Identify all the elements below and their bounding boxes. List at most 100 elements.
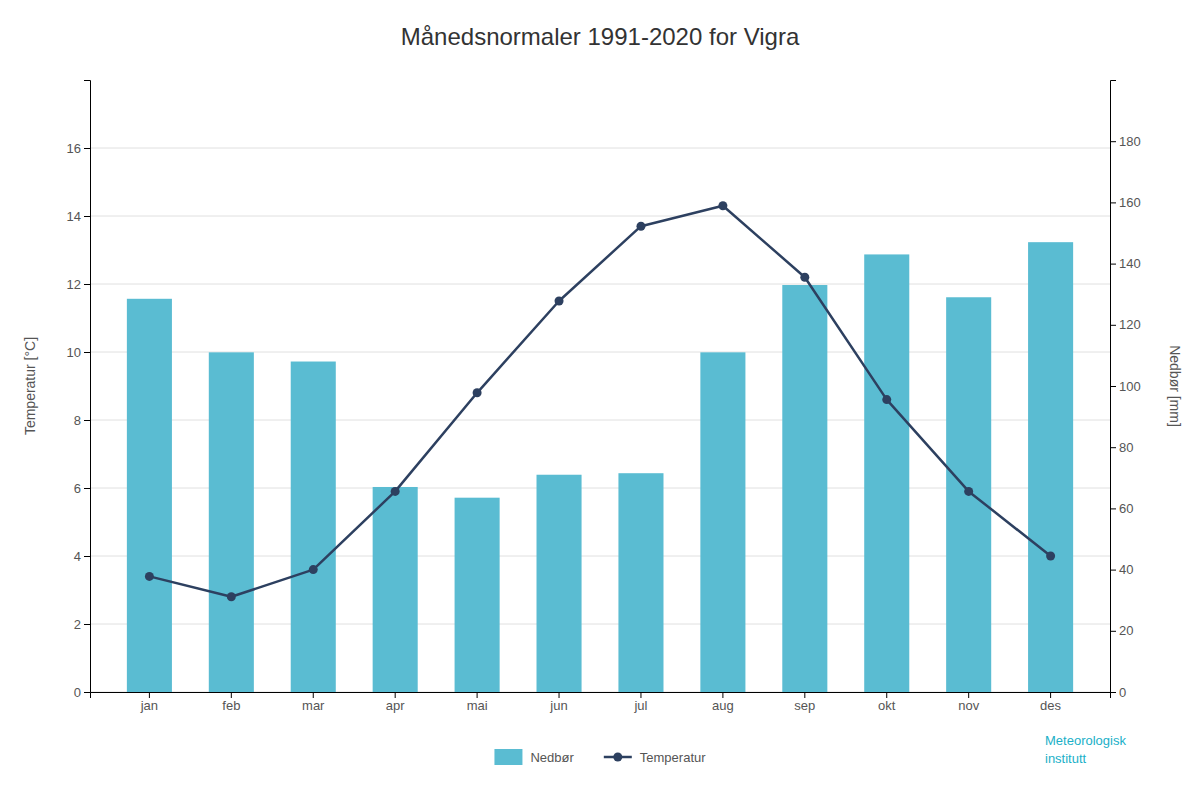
y-axis: 0246810121416 — [67, 81, 91, 700]
tick-mark — [231, 692, 232, 698]
tick-label: 160 — [1119, 195, 1141, 210]
tick-mark — [84, 420, 90, 421]
bar — [291, 362, 336, 692]
legend-label: Nedbør — [530, 750, 574, 765]
tick-mark — [1110, 692, 1116, 693]
tick-label: des — [1040, 698, 1061, 713]
tick-label: jul — [633, 698, 647, 713]
tick-mark — [84, 488, 90, 489]
tick-mark — [1110, 264, 1116, 265]
tick-label: jun — [549, 698, 567, 713]
tick: jul — [633, 692, 647, 713]
point — [391, 487, 400, 496]
tick: 20 — [1110, 623, 1133, 638]
tick: 140 — [1110, 256, 1141, 271]
tick: jan — [140, 692, 158, 713]
tick-label: 40 — [1119, 562, 1133, 577]
axis-line — [84, 81, 91, 693]
point — [1046, 552, 1055, 561]
annotation: Meteorologiskinstitutt — [1045, 733, 1126, 766]
tick-label: 140 — [1119, 256, 1141, 271]
tick: jun — [549, 692, 567, 713]
plot-area: janfebmaraprmaijunjulaugsepoktnovdes0246… — [22, 81, 1183, 714]
tick: feb — [222, 692, 240, 713]
point — [227, 592, 236, 601]
grid-line — [90, 148, 1110, 149]
tick-label: okt — [878, 698, 896, 713]
tick-label: 12 — [67, 277, 81, 292]
tick: mar — [302, 692, 325, 713]
tick-mark — [1110, 141, 1116, 142]
point — [800, 273, 809, 282]
tick-label: 2 — [74, 617, 81, 632]
tick-mark — [722, 692, 723, 698]
tick-label: mar — [302, 698, 325, 713]
grid — [90, 148, 1110, 692]
tick: des — [1040, 692, 1061, 713]
bar — [864, 254, 909, 692]
tick-label: sep — [794, 698, 815, 713]
bar-series — [127, 242, 1073, 692]
tick-mark — [1110, 631, 1116, 632]
tick-label: 10 — [67, 345, 81, 360]
tick-mark — [1110, 508, 1116, 509]
tick-label: feb — [222, 698, 240, 713]
legend-label: Temperatur — [640, 750, 706, 765]
tick-mark — [804, 692, 805, 698]
bar — [209, 352, 254, 692]
point — [555, 297, 564, 306]
bar — [1028, 242, 1073, 692]
tick-label: jan — [140, 698, 158, 713]
tick: apr — [386, 692, 405, 713]
tick: 12 — [67, 277, 90, 292]
tick-mark — [84, 692, 90, 693]
tick-mark — [149, 692, 150, 698]
point — [145, 572, 154, 581]
point — [473, 388, 482, 397]
tick: 10 — [67, 345, 90, 360]
bar — [618, 473, 663, 692]
tick-label: apr — [386, 698, 405, 713]
tick: 80 — [1110, 440, 1133, 455]
tick-mark — [395, 692, 396, 698]
tick-label: 20 — [1119, 623, 1133, 638]
axis-line — [91, 693, 1111, 699]
title: Månedsnormaler 1991-2020 for Vigra — [401, 23, 800, 50]
tick: 60 — [1110, 501, 1133, 516]
tick-mark — [313, 692, 314, 698]
tick-mark — [84, 216, 90, 217]
bar — [373, 487, 418, 692]
tick-mark — [84, 148, 90, 149]
line-series — [145, 201, 1055, 601]
tick: 0 — [1110, 685, 1126, 700]
legend: Nedbør Temperatur — [494, 749, 706, 765]
tick-mark — [84, 284, 90, 285]
axis-line — [1111, 81, 1117, 693]
tick-label: 80 — [1119, 440, 1133, 455]
bar — [946, 297, 991, 692]
point — [882, 395, 891, 404]
tick: 100 — [1110, 379, 1141, 394]
tick-mark — [968, 692, 969, 698]
tick-mark — [1050, 692, 1051, 698]
tick-mark — [886, 692, 887, 698]
tick-mark — [477, 692, 478, 698]
tick-label: 4 — [74, 549, 81, 564]
tick: 14 — [67, 209, 90, 224]
chart: janfebmaraprmaijunjulaugsepoktnovdes0246… — [0, 0, 1200, 807]
x-axis: janfebmaraprmaijunjulaugsepoktnovdes — [91, 692, 1111, 713]
grid-line — [90, 284, 1110, 285]
marks — [127, 201, 1073, 692]
tick: sep — [794, 692, 815, 713]
tick-mark — [1110, 447, 1116, 448]
tick-label: 60 — [1119, 501, 1133, 516]
tick-mark — [1110, 202, 1116, 203]
bar — [127, 299, 172, 692]
bar — [455, 498, 500, 692]
legend-swatch — [494, 749, 522, 765]
line — [149, 206, 1050, 597]
point — [309, 565, 318, 574]
tick-label: 0 — [1119, 685, 1126, 700]
tick: 120 — [1110, 317, 1141, 332]
legend-item: Nedbør — [494, 749, 574, 765]
